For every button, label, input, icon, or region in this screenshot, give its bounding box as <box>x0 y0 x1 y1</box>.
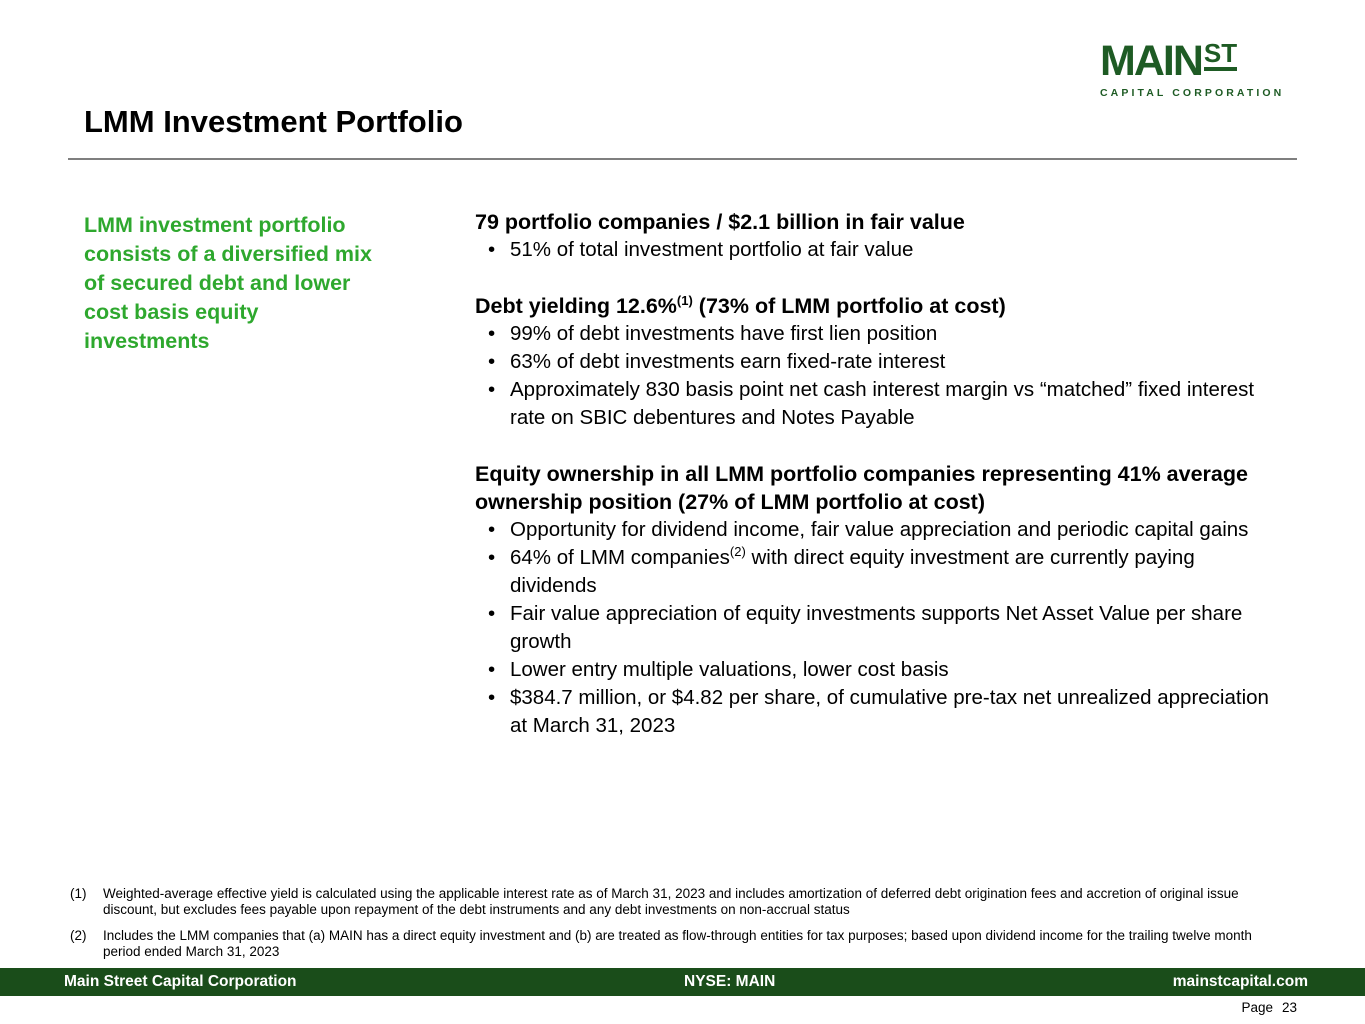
bullet-marker: • <box>488 602 496 625</box>
footnote-2: (2) Includes the LMM companies that (a) … <box>70 928 1285 960</box>
footer-website: mainstcapital.com <box>1172 973 1308 990</box>
logo-st-superscript: ST <box>1203 40 1238 71</box>
logo-subtitle: CAPITAL CORPORATION <box>1100 87 1285 99</box>
footnote-text: Includes the LMM companies that (a) MAIN… <box>103 928 1252 959</box>
key-statement: LMM investment portfolio consists of a d… <box>84 213 372 353</box>
bullet-text: 99% of debt investments have first lien … <box>510 322 938 345</box>
bullet-marker: • <box>488 518 496 541</box>
heading-text: (73% of LMM portfolio at cost) <box>692 294 1006 318</box>
bullet-item: • 64% of LMM companies(2) with direct eq… <box>475 544 1275 600</box>
logo-wordmark: MAIN ST <box>1100 40 1284 83</box>
section-portfolio-overview: 79 portfolio companies / $2.1 billion in… <box>475 208 1275 264</box>
footnote-text: Weighted-average effective yield is calc… <box>103 886 1239 917</box>
footnote-ref-1: (1) <box>676 292 693 308</box>
bullet-text: 51% of total investment portfolio at fai… <box>510 238 914 261</box>
bullet-text-part: with direct equity investment are curren… <box>510 546 1195 597</box>
bullet-item: • 63% of debt investments earn fixed-rat… <box>475 348 1275 376</box>
bullet-marker: • <box>488 350 496 373</box>
page-number: 23 <box>1281 1000 1297 1015</box>
bullet-item: • Lower entry multiple valuations, lower… <box>475 656 1275 684</box>
bullet-item: • 99% of debt investments have first lie… <box>475 320 1275 348</box>
bullet-text: 64% of LMM companies(2) with direct equi… <box>510 544 1275 600</box>
bullet-item: • $384.7 million, or $4.82 per share, of… <box>475 684 1275 740</box>
bullet-text: $384.7 million, or $4.82 per share, of c… <box>510 686 1269 737</box>
page-label: Page <box>1241 1000 1273 1015</box>
bullet-marker: • <box>488 238 496 261</box>
bullet-marker: • <box>488 378 496 401</box>
footnote-ref-2: (2) <box>729 544 746 560</box>
bullet-text: Approximately 830 basis point net cash i… <box>510 378 1255 429</box>
bullet-text: Fair value appreciation of equity invest… <box>510 602 1243 653</box>
bullet-marker: • <box>488 546 496 569</box>
footer-company-name: Main Street Capital Corporation <box>64 973 297 990</box>
bullet-item: • Opportunity for dividend income, fair … <box>475 516 1275 544</box>
footnote-number: (2) <box>70 928 87 943</box>
bullet-item: • 51% of total investment portfolio at f… <box>475 236 1275 264</box>
section-heading: Equity ownership in all LMM portfolio co… <box>475 462 1248 514</box>
bullet-item: • Fair value appreciation of equity inve… <box>475 600 1275 656</box>
heading-text: Debt yielding 12.6% <box>475 294 677 318</box>
logo-word: MAIN <box>1100 37 1204 85</box>
bullet-text: 63% of debt investments earn fixed-rate … <box>510 350 946 373</box>
title-divider <box>68 158 1297 160</box>
section-heading: Debt yielding 12.6%(1) (73% of LMM portf… <box>475 292 1275 320</box>
section-debt-yield: Debt yielding 12.6%(1) (73% of LMM portf… <box>475 292 1275 432</box>
footnote-number: (1) <box>70 886 87 901</box>
page-indicator: Page 23 <box>1241 1000 1297 1015</box>
company-logo: MAIN ST CAPITAL CORPORATION <box>1100 40 1285 100</box>
section-heading: 79 portfolio companies / $2.1 billion in… <box>475 210 965 234</box>
bullet-text: Opportunity for dividend income, fair va… <box>510 518 1249 541</box>
bullet-marker: • <box>488 658 496 681</box>
footer-ticker: NYSE: MAIN <box>684 973 776 990</box>
bullet-item: • Approximately 830 basis point net cash… <box>475 376 1275 432</box>
content-column: 79 portfolio companies / $2.1 billion in… <box>475 208 1275 740</box>
page-title: LMM Investment Portfolio <box>84 104 463 139</box>
bullet-marker: • <box>488 686 496 709</box>
bullet-text-part: 64% of LMM companies <box>510 546 730 569</box>
footnote-1: (1) Weighted-average effective yield is … <box>70 886 1285 918</box>
footer-bar: Main Street Capital Corporation NYSE: MA… <box>0 968 1365 996</box>
bullet-text: Lower entry multiple valuations, lower c… <box>510 658 949 681</box>
section-equity-ownership: Equity ownership in all LMM portfolio co… <box>475 460 1275 740</box>
bullet-marker: • <box>488 322 496 345</box>
